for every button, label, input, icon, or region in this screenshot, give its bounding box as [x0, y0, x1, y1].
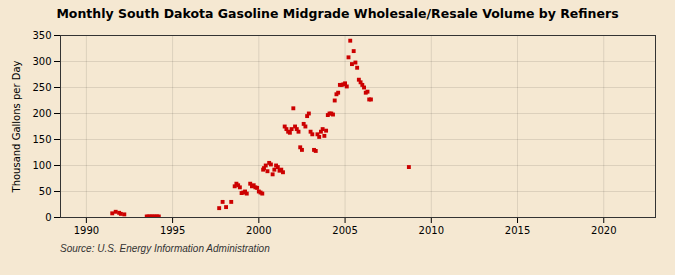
svg-text:2005: 2005 — [332, 225, 357, 236]
svg-text:300: 300 — [32, 56, 51, 67]
svg-text:2020: 2020 — [591, 225, 616, 236]
svg-text:Thousand Gallons per Day: Thousand Gallons per Day — [11, 60, 22, 193]
svg-text:100: 100 — [32, 160, 51, 171]
svg-text:0: 0 — [45, 212, 51, 223]
svg-text:1995: 1995 — [160, 225, 185, 236]
svg-text:350: 350 — [32, 30, 51, 41]
svg-text:200: 200 — [32, 108, 51, 119]
svg-text:250: 250 — [32, 82, 51, 93]
svg-text:2015: 2015 — [505, 225, 530, 236]
svg-text:2010: 2010 — [419, 225, 444, 236]
html-text:Monthly South Dakota Gasoline: Monthly South Dakota Gasoline Midgrade W… — [56, 6, 619, 21]
svg-text:1990: 1990 — [74, 225, 99, 236]
html-text:Source: U.S. Energy Informatio: Source: U.S. Energy Information Administ… — [60, 243, 270, 254]
svg-text:2000: 2000 — [246, 225, 271, 236]
svg-text:50: 50 — [39, 186, 52, 197]
svg-text:150: 150 — [32, 134, 51, 145]
